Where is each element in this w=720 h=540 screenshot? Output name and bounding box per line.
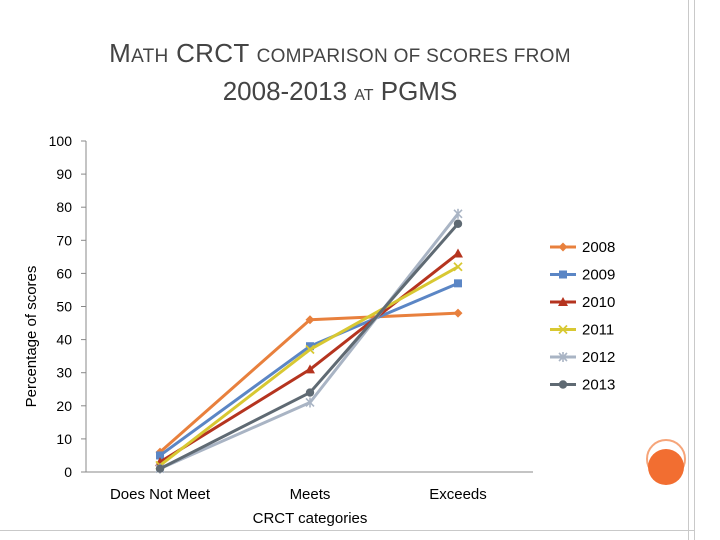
data-point-2012-2 — [453, 208, 463, 219]
y-tick-label: 30 — [56, 365, 72, 381]
title-pgms: PGMS — [373, 76, 458, 106]
series-2013 — [155, 219, 463, 473]
legend-label-2011: 2011 — [582, 322, 614, 339]
legend-marker-2013 — [558, 380, 568, 389]
title-crct: CRCT — [168, 38, 257, 68]
slide-frame-bottom — [0, 530, 694, 531]
slide-title-line-1: MATH CRCT COMPARISON OF SCORES FROM — [0, 38, 680, 69]
legend-item-2012: 2012 — [550, 349, 615, 366]
x-tick-label: Meets — [290, 486, 331, 503]
legend-item-2013: 2013 — [550, 377, 615, 394]
y-tick-label: 50 — [56, 299, 72, 315]
y-tick-label: 20 — [56, 398, 72, 414]
legend-marker-2010 — [558, 297, 568, 306]
legend-label-2013: 2013 — [582, 377, 615, 394]
legend-label-2010: 2010 — [582, 294, 615, 311]
y-tick-label: 100 — [49, 133, 73, 149]
y-tick-label: 80 — [56, 199, 72, 215]
data-point-2008-2 — [453, 308, 463, 318]
legend-marker-2008 — [558, 242, 568, 252]
legend-label-2008: 2008 — [582, 239, 615, 256]
data-point-2010-2 — [453, 248, 463, 258]
series-2009 — [156, 279, 462, 460]
data-point-2009-2 — [454, 279, 462, 288]
y-tick-label: 70 — [56, 232, 72, 248]
data-point-2008-1 — [305, 315, 315, 325]
y-tick-label: 60 — [56, 265, 72, 281]
data-point-2010-1 — [305, 364, 315, 374]
legend-marker-2011 — [558, 324, 568, 335]
legend-item-2011: 2011 — [550, 322, 614, 339]
x-axis-title: CRCT categories — [253, 510, 368, 527]
title-small-caps-at: AT — [354, 87, 374, 104]
series-2011 — [155, 262, 463, 471]
data-point-2011-2 — [453, 262, 463, 272]
x-tick-label: Exceeds — [429, 486, 487, 503]
legend-label-2012: 2012 — [582, 349, 615, 366]
y-tick-label: 40 — [56, 332, 72, 348]
decorative-circle-filled — [648, 449, 684, 485]
legend-marker-2009 — [559, 270, 567, 279]
y-tick-label: 90 — [56, 166, 72, 182]
data-point-2013-2 — [453, 219, 463, 228]
legend-marker-2012 — [558, 352, 568, 362]
legend-label-2009: 2009 — [582, 267, 615, 284]
legend-item-2009: 2009 — [550, 267, 615, 284]
title-comparison: COMPARISON OF SCORES FROM — [256, 46, 571, 67]
slide-frame-right — [694, 0, 695, 540]
data-point-2013-1 — [305, 388, 315, 397]
marker-stroke — [558, 324, 568, 335]
data-point-2013-0 — [155, 464, 165, 473]
data-point-2009-0 — [156, 451, 164, 460]
y-axis-title: Percentage of scores — [23, 266, 40, 408]
legend-item-2008: 2008 — [550, 239, 615, 256]
y-tick-label: 0 — [64, 464, 72, 480]
marker-stroke — [305, 344, 315, 355]
x-tick-label: Does Not Meet — [110, 486, 211, 503]
title-cap-m: M — [109, 38, 132, 68]
y-tick-label: 10 — [56, 431, 72, 447]
marker-stroke — [453, 262, 463, 272]
legend-item-2010: 2010 — [550, 294, 615, 311]
title-small-caps-ath: ATH — [131, 46, 169, 67]
data-point-2012-1 — [305, 397, 315, 408]
data-point-2009-1 — [306, 342, 314, 351]
slide-frame-right-inner — [688, 0, 689, 540]
slide-title-line-2: 2008-2013 AT PGMS — [0, 76, 680, 107]
data-point-2011-1 — [305, 344, 315, 355]
title-years: 2008-2013 — [222, 76, 355, 106]
